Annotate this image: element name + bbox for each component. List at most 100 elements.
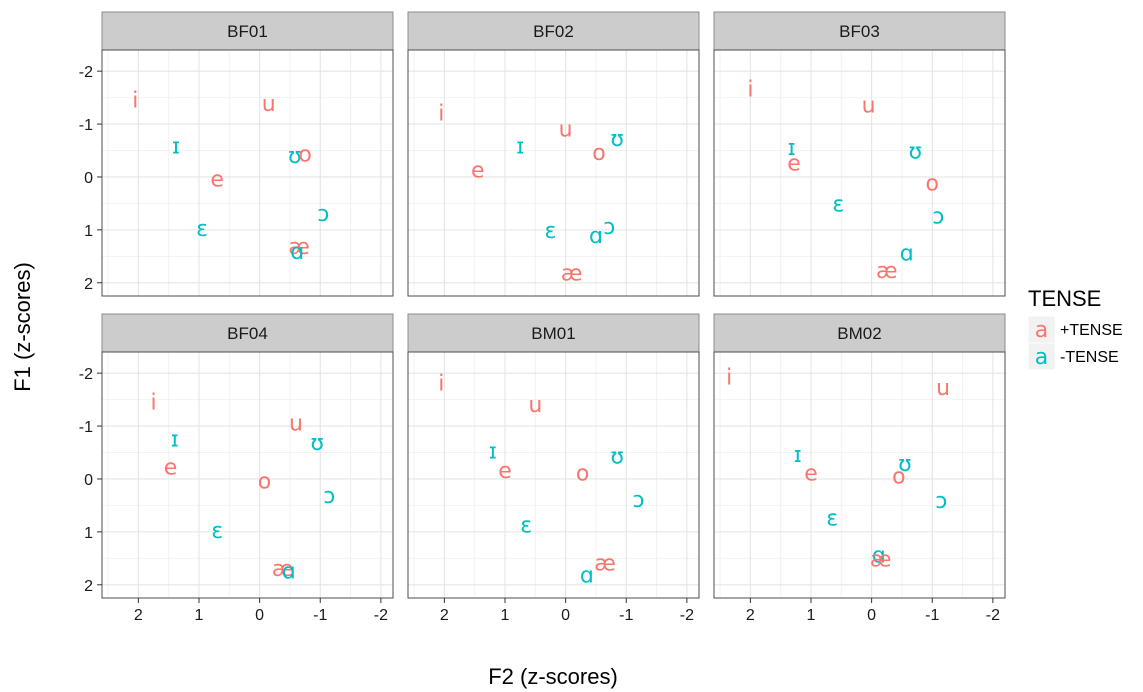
y-tick-label: 2	[84, 578, 93, 595]
vowel-point: ɔ	[603, 215, 615, 240]
legend-entries: a +TENSE a -TENSE	[1027, 315, 1123, 371]
vowel-point: æ	[594, 552, 616, 577]
y-tick-label: 1	[84, 525, 93, 542]
vowel-point: æ	[876, 259, 898, 284]
y-tick-label: 1	[84, 223, 93, 240]
panel-strip-label: BF04	[227, 324, 268, 343]
x-tick-label: -1	[619, 607, 633, 624]
x-tick-label: -2	[680, 607, 694, 624]
vowel-point: ɛ	[545, 219, 557, 244]
x-tick-label: -2	[986, 607, 1000, 624]
vowel-point: ʊ	[610, 445, 624, 470]
vowel-point: o	[298, 143, 311, 168]
y-tick-label: -2	[79, 64, 93, 81]
plot-background	[102, 50, 393, 296]
x-tick-label: -1	[925, 607, 939, 624]
vowel-point: ɛ	[211, 519, 223, 544]
vowel-point: i	[150, 390, 156, 415]
x-axis-layer: 2 1 0 -1 -2 2 1 0 -1 -2 2 1 0 -1 -2	[134, 598, 1000, 624]
vowel-point: u	[528, 393, 542, 418]
vowel-point: e	[210, 168, 224, 193]
panel-strip-label: BF01	[227, 22, 268, 41]
vowel-point: ɑ	[900, 242, 914, 267]
vowel-point: ɔ	[323, 484, 335, 509]
vowel-point: ɪ	[516, 134, 524, 159]
panel-border	[713, 351, 1006, 599]
vowel-point: ɪ	[788, 136, 796, 161]
x-tick-label: 0	[255, 607, 264, 624]
y-axis-title: F1 (z-scores)	[10, 262, 35, 392]
panel-border	[101, 49, 394, 297]
plot-background	[102, 352, 393, 598]
panel-strip-label: BF02	[533, 22, 574, 41]
panel-bf03: BF03 i u ɪ ʊ e o ɛ ɔɑæ	[713, 11, 1006, 297]
panel-strip-label: BF03	[839, 22, 880, 41]
vowel-point: æ	[561, 261, 583, 286]
vowel-point: ʊ	[288, 144, 302, 169]
panel-strip	[713, 313, 1006, 353]
legend-key-glyph: a	[1035, 318, 1048, 343]
vowel-point: ɪ	[489, 439, 497, 464]
vowel-point: æ	[272, 557, 294, 582]
vowel-point: o	[576, 462, 589, 487]
y-tick-label: -2	[79, 366, 93, 383]
vowel-point: ɔ	[932, 205, 944, 230]
x-tick-label: 0	[561, 607, 570, 624]
x-tick-label: 1	[807, 607, 816, 624]
plot-background	[408, 352, 699, 598]
panel-border	[101, 351, 394, 599]
vowel-point: ɛ	[832, 192, 844, 217]
vowel-point: u	[862, 94, 876, 119]
panel-strip-label: BM01	[531, 324, 575, 343]
vowel-point: o	[926, 171, 939, 196]
vowel-point: ɔ	[317, 202, 329, 227]
vowel-point: ɑ	[589, 224, 603, 249]
x-tick-label: 1	[501, 607, 510, 624]
vowel-point: ɔ	[632, 488, 644, 513]
panel-bf01: BF01 i u ɪ ʊo e ɔ ɛ æɑ	[101, 11, 394, 297]
vowel-point: i	[132, 88, 138, 113]
panel-bm02: BM02 i u ɪ ʊ e o ɔ ɛ ɑæ	[713, 313, 1006, 599]
vowel-point: ɑ	[580, 563, 594, 588]
vowel-point: e	[787, 152, 801, 177]
legend-key-box	[1027, 342, 1056, 371]
x-tick-label: -2	[374, 607, 388, 624]
panel-border	[407, 49, 700, 297]
vowel-point: o	[892, 464, 905, 489]
vowel-point: ɪ	[794, 443, 802, 468]
y-tick-label: 2	[84, 276, 93, 293]
panel-bm01: BM01 i u ɪ ʊ e o ɔ ɛ æɑ	[407, 313, 700, 599]
panel-border	[407, 351, 700, 599]
panel-strip	[407, 313, 700, 353]
vowel-point: ɛ	[196, 217, 208, 242]
panel-border	[713, 49, 1006, 297]
vowel-point: ʊ	[898, 452, 912, 477]
vowel-point: æ	[870, 547, 892, 572]
vowel-point: e	[471, 159, 485, 184]
y-tick-label: -1	[79, 117, 93, 134]
vowel-point: u	[936, 376, 950, 401]
vowel-point: o	[592, 141, 605, 166]
vowel-point: ʊ	[310, 431, 324, 456]
vowel-point: i	[726, 365, 732, 390]
panel-strip	[101, 313, 394, 353]
panel-bf04: BF04 i u ɪ ʊ e o ɔ ɛ æɑ	[101, 313, 394, 599]
vowel-point: ɪ	[172, 134, 180, 159]
plot-background	[714, 352, 1005, 598]
vowel-point: ɑ	[872, 544, 886, 569]
vowel-point: u	[262, 92, 276, 117]
panel-strip	[101, 11, 394, 51]
x-tick-label: 2	[440, 607, 449, 624]
vowel-point: ɑ	[290, 240, 304, 265]
legend-label: +TENSE	[1060, 322, 1123, 339]
x-tick-label: 0	[867, 607, 876, 624]
x-tick-label: -1	[313, 607, 327, 624]
vowel-point: ɛ	[520, 514, 532, 539]
vowel-point: æ	[288, 235, 310, 260]
legend: TENSE a +TENSE a -TENSE	[1027, 286, 1123, 371]
vowel-point: o	[258, 470, 271, 495]
x-tick-label: 2	[134, 607, 143, 624]
x-axis-title: F2 (z-scores)	[488, 664, 618, 689]
legend-title: TENSE	[1028, 286, 1101, 311]
